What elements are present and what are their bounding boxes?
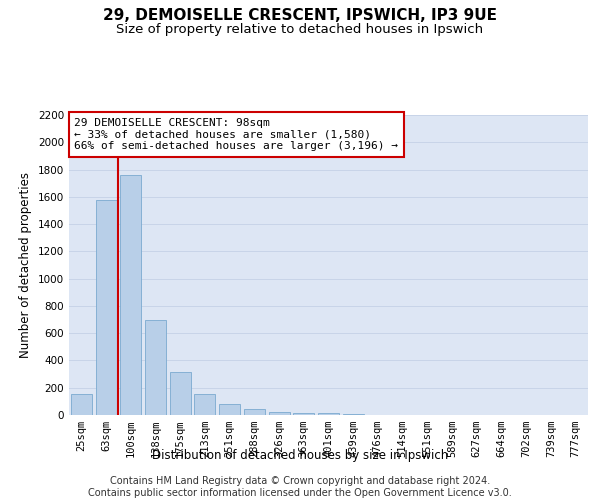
- Bar: [71, 394, 92, 415]
- Bar: [145, 320, 166, 415]
- Text: Distribution of detached houses by size in Ipswich: Distribution of detached houses by size …: [152, 448, 448, 462]
- Bar: [120, 175, 141, 415]
- Text: 29 DEMOISELLE CRESCENT: 98sqm
← 33% of detached houses are smaller (1,580)
66% o: 29 DEMOISELLE CRESCENT: 98sqm ← 33% of d…: [74, 118, 398, 151]
- Text: Size of property relative to detached houses in Ipswich: Size of property relative to detached ho…: [116, 22, 484, 36]
- Bar: [219, 404, 240, 415]
- Bar: [244, 409, 265, 415]
- Bar: [269, 412, 290, 415]
- Text: 29, DEMOISELLE CRESCENT, IPSWICH, IP3 9UE: 29, DEMOISELLE CRESCENT, IPSWICH, IP3 9U…: [103, 8, 497, 22]
- Bar: [293, 412, 314, 415]
- Text: Contains HM Land Registry data © Crown copyright and database right 2024.
Contai: Contains HM Land Registry data © Crown c…: [88, 476, 512, 498]
- Bar: [318, 414, 339, 415]
- Bar: [170, 372, 191, 415]
- Bar: [194, 394, 215, 415]
- Bar: [95, 200, 116, 415]
- Y-axis label: Number of detached properties: Number of detached properties: [19, 172, 32, 358]
- Bar: [343, 414, 364, 415]
